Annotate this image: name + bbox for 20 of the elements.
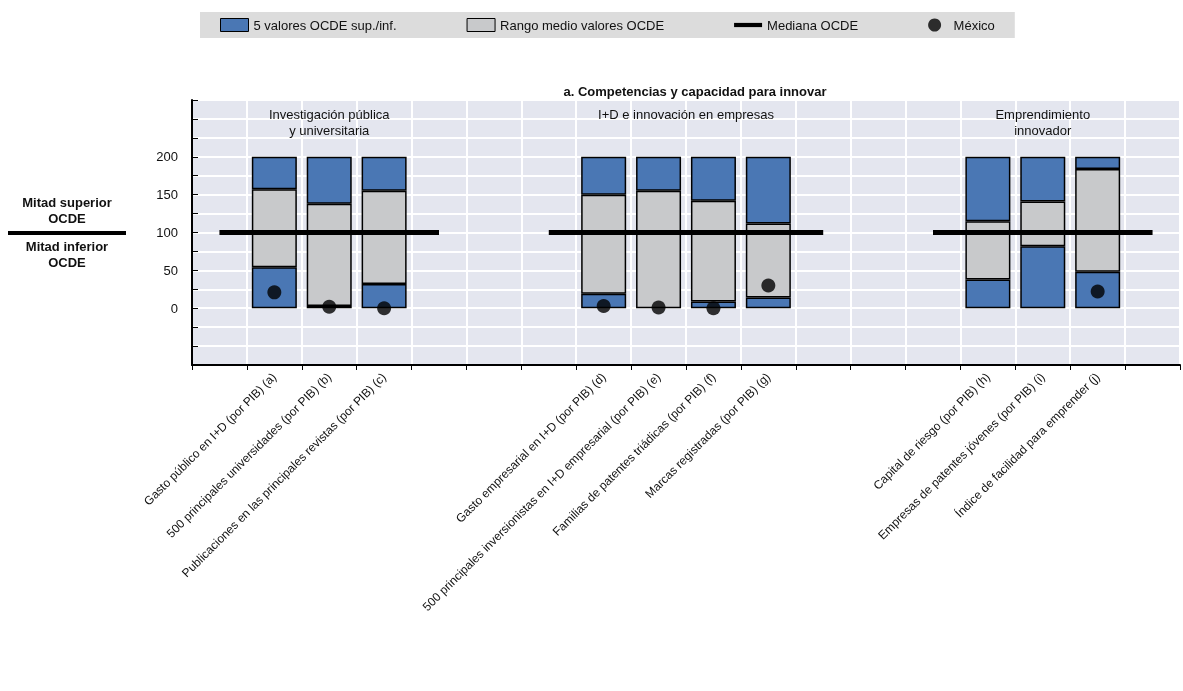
y-tick-label: 0 <box>170 300 178 316</box>
legend-label: México <box>953 17 995 33</box>
text: Mitad inferior OCDE <box>25 239 109 270</box>
legend-label: Rango medio valores OCDE <box>500 17 665 33</box>
y-tick-label: 150 <box>156 187 178 203</box>
y-tick-label: 100 <box>156 225 178 240</box>
annotation: I+D e innovación en empresas <box>598 106 775 122</box>
annotation: Emprendimiento innovador <box>995 106 1091 138</box>
annotation: Investigación pública y universitaria <box>268 106 391 138</box>
chart-title: a. Competencias y capacidad para innovar <box>563 84 827 99</box>
point <box>706 301 721 316</box>
legend-label: 5 valores OCDE sup./inf. <box>253 17 397 33</box>
text: Mitad superior OCDE <box>22 195 112 226</box>
y-tick-label: 50 <box>163 262 178 278</box>
point <box>322 299 337 314</box>
point <box>651 300 666 315</box>
y-tick-label: 200 <box>156 149 178 165</box>
point <box>377 301 392 316</box>
legend-label: Mediana OCDE <box>767 17 859 33</box>
point <box>761 278 776 293</box>
